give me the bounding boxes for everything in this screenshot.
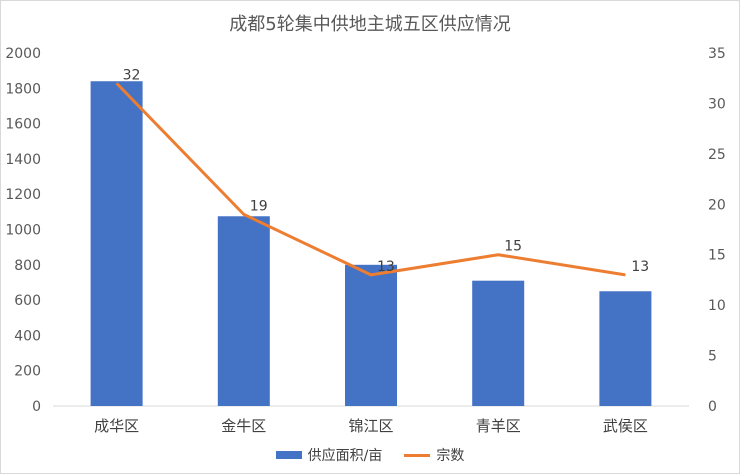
legend-swatch-line bbox=[404, 453, 431, 457]
left-tick-label: 600 bbox=[14, 293, 41, 309]
category-label: 锦江区 bbox=[348, 417, 393, 435]
left-tick-label: 1600 bbox=[5, 117, 41, 133]
bar-4 bbox=[472, 280, 525, 406]
left-tick-label: 200 bbox=[14, 364, 41, 380]
legend-swatch-bar bbox=[275, 451, 302, 459]
bar-5 bbox=[599, 291, 652, 406]
line-data-label: 13 bbox=[631, 259, 649, 275]
line-data-label: 32 bbox=[123, 67, 141, 83]
category-label: 金牛区 bbox=[221, 417, 266, 435]
left-tick-label: 400 bbox=[14, 328, 41, 344]
right-tick-label: 35 bbox=[708, 46, 726, 62]
bar-2 bbox=[217, 216, 270, 406]
chart-title: 成都5轮集中供地主城五区供应情况 bbox=[229, 14, 511, 35]
right-tick-label: 30 bbox=[708, 96, 726, 112]
left-tick-label: 1800 bbox=[5, 81, 41, 97]
category-label: 武侯区 bbox=[603, 417, 648, 435]
left-tick-label: 1200 bbox=[5, 187, 41, 203]
left-tick-label: 2000 bbox=[5, 46, 41, 62]
legend-label-bar: 供应面积/亩 bbox=[307, 448, 383, 464]
bar-3 bbox=[345, 264, 397, 406]
right-tick-label: 15 bbox=[708, 248, 726, 264]
legend-item-bar: 供应面积/亩 bbox=[275, 445, 383, 465]
legend-item-line: 宗数 bbox=[404, 445, 464, 465]
right-tick-label: 0 bbox=[708, 399, 717, 415]
legend-label-line: 宗数 bbox=[436, 448, 465, 464]
legend: 供应面积/亩 宗数 bbox=[1, 445, 739, 465]
left-tick-label: 1000 bbox=[5, 223, 41, 239]
right-tick-label: 10 bbox=[708, 298, 726, 314]
left-tick-label: 1400 bbox=[5, 152, 41, 168]
right-tick-label: 25 bbox=[708, 147, 726, 163]
left-tick-label: 800 bbox=[14, 258, 41, 274]
right-tick-label: 20 bbox=[708, 197, 726, 213]
bar-1 bbox=[90, 81, 143, 407]
right-tick-label: 5 bbox=[708, 349, 717, 365]
category-label: 成华区 bbox=[94, 417, 139, 435]
category-label: 青羊区 bbox=[476, 417, 521, 435]
line-data-label: 13 bbox=[377, 259, 395, 275]
left-tick-label: 0 bbox=[32, 399, 41, 415]
line-data-label: 19 bbox=[250, 198, 268, 214]
line-series-count bbox=[115, 82, 626, 277]
line-data-label: 15 bbox=[504, 239, 522, 255]
